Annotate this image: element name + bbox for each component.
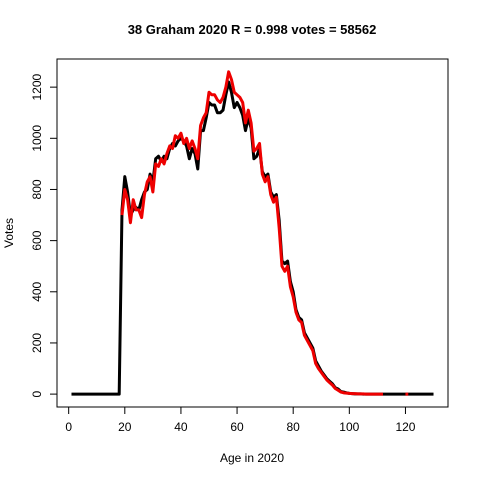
x-tick-label: 20 bbox=[118, 420, 132, 434]
y-tick-label: 600 bbox=[30, 230, 44, 250]
chart-title: 38 Graham 2020 R = 0.998 votes = 58562 bbox=[128, 22, 377, 37]
x-tick-label: 80 bbox=[287, 420, 301, 434]
x-tick-label: 40 bbox=[174, 420, 188, 434]
series-line bbox=[120, 70, 409, 396]
y-tick-label: 1200 bbox=[30, 73, 44, 100]
x-tick-label: 120 bbox=[395, 420, 415, 434]
plot-box bbox=[56, 58, 449, 408]
y-axis-label: Votes bbox=[2, 218, 16, 248]
x-tick-label: 0 bbox=[65, 420, 72, 434]
x-tick-label: 60 bbox=[230, 420, 244, 434]
y-tick-label: 0 bbox=[30, 390, 44, 397]
x-tick-label: 100 bbox=[339, 420, 359, 434]
x-axis-label: Age in 2020 bbox=[220, 451, 284, 465]
y-tick-label: 800 bbox=[30, 179, 44, 199]
y-tick-label: 1000 bbox=[30, 125, 44, 152]
y-tick-label: 200 bbox=[30, 333, 44, 353]
y-tick-label: 400 bbox=[30, 281, 44, 301]
